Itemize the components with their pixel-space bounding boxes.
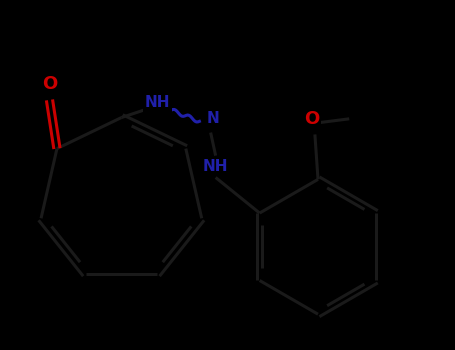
Text: O: O xyxy=(304,110,319,128)
Text: O: O xyxy=(42,75,57,93)
Text: N: N xyxy=(207,111,219,126)
Text: NH: NH xyxy=(203,159,228,174)
Text: NH: NH xyxy=(145,95,170,110)
